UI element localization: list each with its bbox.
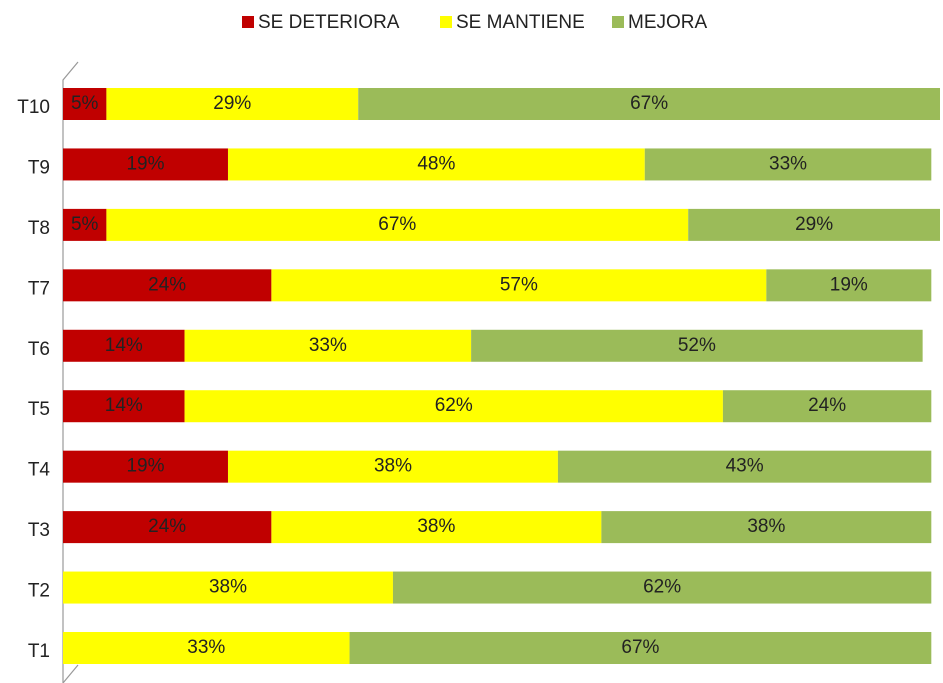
data-label: 52% [678,335,716,356]
bar-segment [63,269,272,302]
data-label: 29% [213,93,251,114]
data-label: 24% [148,516,186,537]
bar-segment [471,329,923,362]
data-label: 38% [209,577,247,598]
bar-segment [106,208,689,241]
bar-segment [644,148,932,181]
data-label: 19% [830,274,868,295]
bar-segment [271,269,767,302]
y-tick-label: T9 [28,157,50,178]
data-label: 14% [105,395,143,416]
legend-swatch [440,16,452,28]
legend-label: SE DETERIORA [258,12,400,33]
data-label: 24% [808,395,846,416]
bar-segment [722,390,932,423]
data-label: 5% [71,214,99,235]
data-label: 57% [500,274,538,295]
data-label: 67% [378,214,416,235]
data-label: 33% [187,637,225,658]
bar-segment [601,511,932,544]
bar-segment [63,329,185,362]
bar-segment [227,450,558,483]
legend-swatch [612,16,624,28]
data-label: 19% [126,456,164,477]
legend-label: SE MANTIENE [456,12,585,33]
bar-segment [63,208,107,241]
bar-segment [63,148,228,181]
data-label: 43% [726,456,764,477]
data-label: 48% [417,153,455,174]
y-tick-label: T10 [17,97,50,118]
legend-label: MEJORA [628,12,708,33]
axis-line [62,664,79,683]
bar-segment [227,148,645,181]
y-tick-label: T5 [28,399,50,420]
bar-segment [557,450,932,483]
legend-swatch [242,16,254,28]
bar-segment [349,632,932,664]
bar-segment [63,88,107,120]
data-label: 67% [621,637,659,658]
y-tick-label: T8 [28,218,50,239]
bar-segment [63,571,393,604]
data-label: 19% [126,153,164,174]
bar-segment [358,88,940,120]
data-label: 5% [71,93,99,114]
bar-segment [184,390,723,423]
bar-segment [688,208,940,241]
data-label: 38% [374,456,412,477]
y-tick-label: T6 [28,339,50,360]
bar-segment [63,632,350,664]
y-tick-label: T3 [28,520,50,541]
bar-segment [63,390,185,423]
bar-segment [63,450,228,483]
y-tick-label: T7 [28,278,50,299]
y-tick-label: T4 [28,460,51,481]
bar-segment [63,511,272,544]
bar-segment [766,269,932,302]
data-label: 67% [630,93,668,114]
bar-segment [106,88,359,120]
data-label: 33% [769,153,807,174]
data-label: 62% [643,577,681,598]
bar-segment [392,571,932,604]
data-label: 38% [747,516,785,537]
y-tick-label: T1 [28,641,50,662]
data-label: 14% [105,335,143,356]
bar-segment [271,511,602,544]
data-label: 62% [435,395,473,416]
y-tick-label: T2 [28,581,50,602]
data-label: 24% [148,274,186,295]
data-label: 29% [795,214,833,235]
data-label: 38% [417,516,455,537]
bar-segment [184,329,472,362]
data-label: 33% [309,335,347,356]
